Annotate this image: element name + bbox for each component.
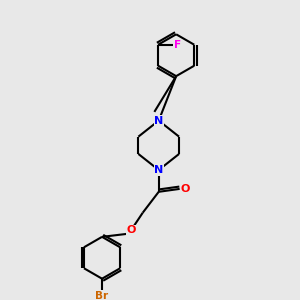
Text: O: O xyxy=(181,184,190,194)
Text: N: N xyxy=(154,165,163,175)
Text: O: O xyxy=(126,225,136,235)
Text: N: N xyxy=(154,116,163,126)
Text: Br: Br xyxy=(95,291,109,300)
Text: F: F xyxy=(174,40,182,50)
